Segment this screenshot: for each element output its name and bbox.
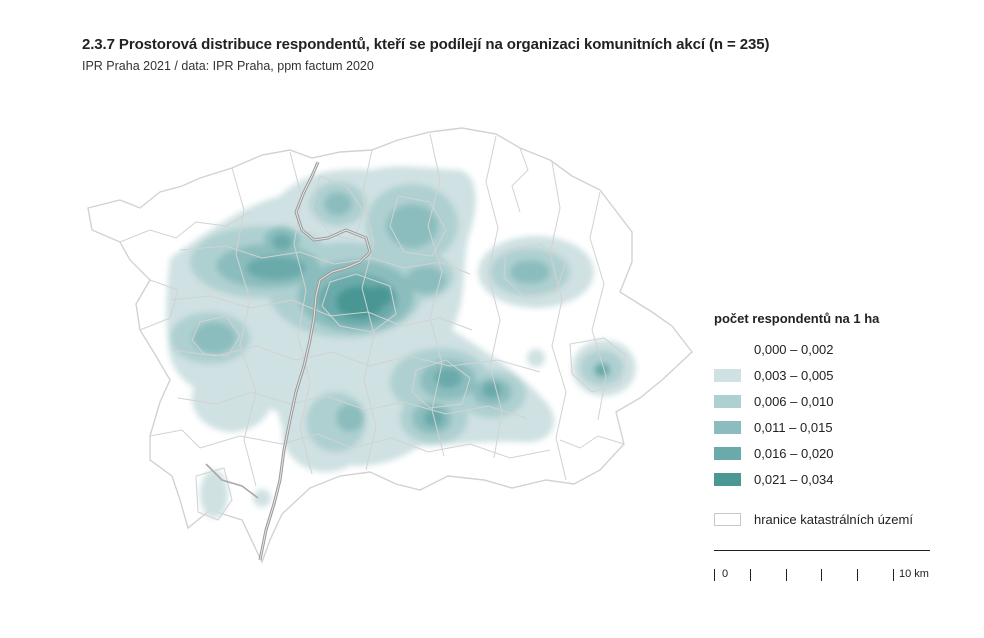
- vltava-river-inner: [259, 161, 371, 561]
- legend-label: 0,006 – 0,010: [754, 393, 834, 409]
- scale-line: [714, 550, 930, 551]
- scale-tick: [714, 569, 715, 581]
- legend-swatch: [714, 342, 741, 356]
- legend-boundary-row: hranice katastrálních území: [714, 512, 954, 527]
- legend-swatch: [714, 368, 741, 382]
- legend-label: 0,000 – 0,002: [754, 341, 834, 357]
- legend-classes: 0,000 – 0,002 0,003 – 0,005 0,006 – 0,010 0…: [714, 336, 954, 492]
- legend-label: 0,021 – 0,034: [754, 471, 834, 487]
- legend-label: 0,016 – 0,020: [754, 445, 834, 461]
- scale-tick: [857, 569, 858, 581]
- legend-swatch: [714, 420, 741, 434]
- boundary-swatch: [714, 513, 741, 526]
- boundary-label: hranice katastrálních území: [754, 512, 913, 527]
- legend-swatch: [714, 446, 741, 460]
- density-surface: [166, 166, 636, 518]
- scale-end-label: 10 km: [899, 568, 929, 580]
- legend-item: 0,021 – 0,034: [714, 466, 954, 492]
- legend-item: 0,016 – 0,020: [714, 440, 954, 466]
- cadastral-boundaries: [119, 133, 627, 521]
- legend-title: počet respondentů na 1 ha: [714, 311, 880, 326]
- legend-swatch: [714, 394, 741, 408]
- density-class-5: [336, 286, 392, 318]
- scale-tick: [786, 569, 787, 581]
- legend-item: 0,000 – 0,002: [714, 336, 954, 362]
- map-subtitle: IPR Praha 2021 / data: IPR Praha, ppm fa…: [82, 59, 374, 73]
- legend-item: 0,006 – 0,010: [714, 388, 954, 414]
- legend-swatch: [714, 472, 741, 486]
- scale-tick: [821, 569, 822, 581]
- scale-start-label: 0: [722, 568, 729, 580]
- legend-item: 0,003 – 0,005: [714, 362, 954, 388]
- legend-item: 0,011 – 0,015: [714, 414, 954, 440]
- map-title: 2.3.7 Prostorová distribuce respondentů,…: [82, 36, 770, 53]
- scale-bar: 0 10 km: [714, 550, 930, 584]
- scale-tick: [750, 569, 751, 581]
- river-tributary: [205, 463, 259, 499]
- map-legend: počet respondentů na 1 ha 0,000 – 0,002 0…: [714, 311, 954, 527]
- scale-tick: [893, 569, 894, 581]
- legend-label: 0,011 – 0,015: [754, 419, 833, 435]
- legend-label: 0,003 – 0,005: [754, 367, 834, 383]
